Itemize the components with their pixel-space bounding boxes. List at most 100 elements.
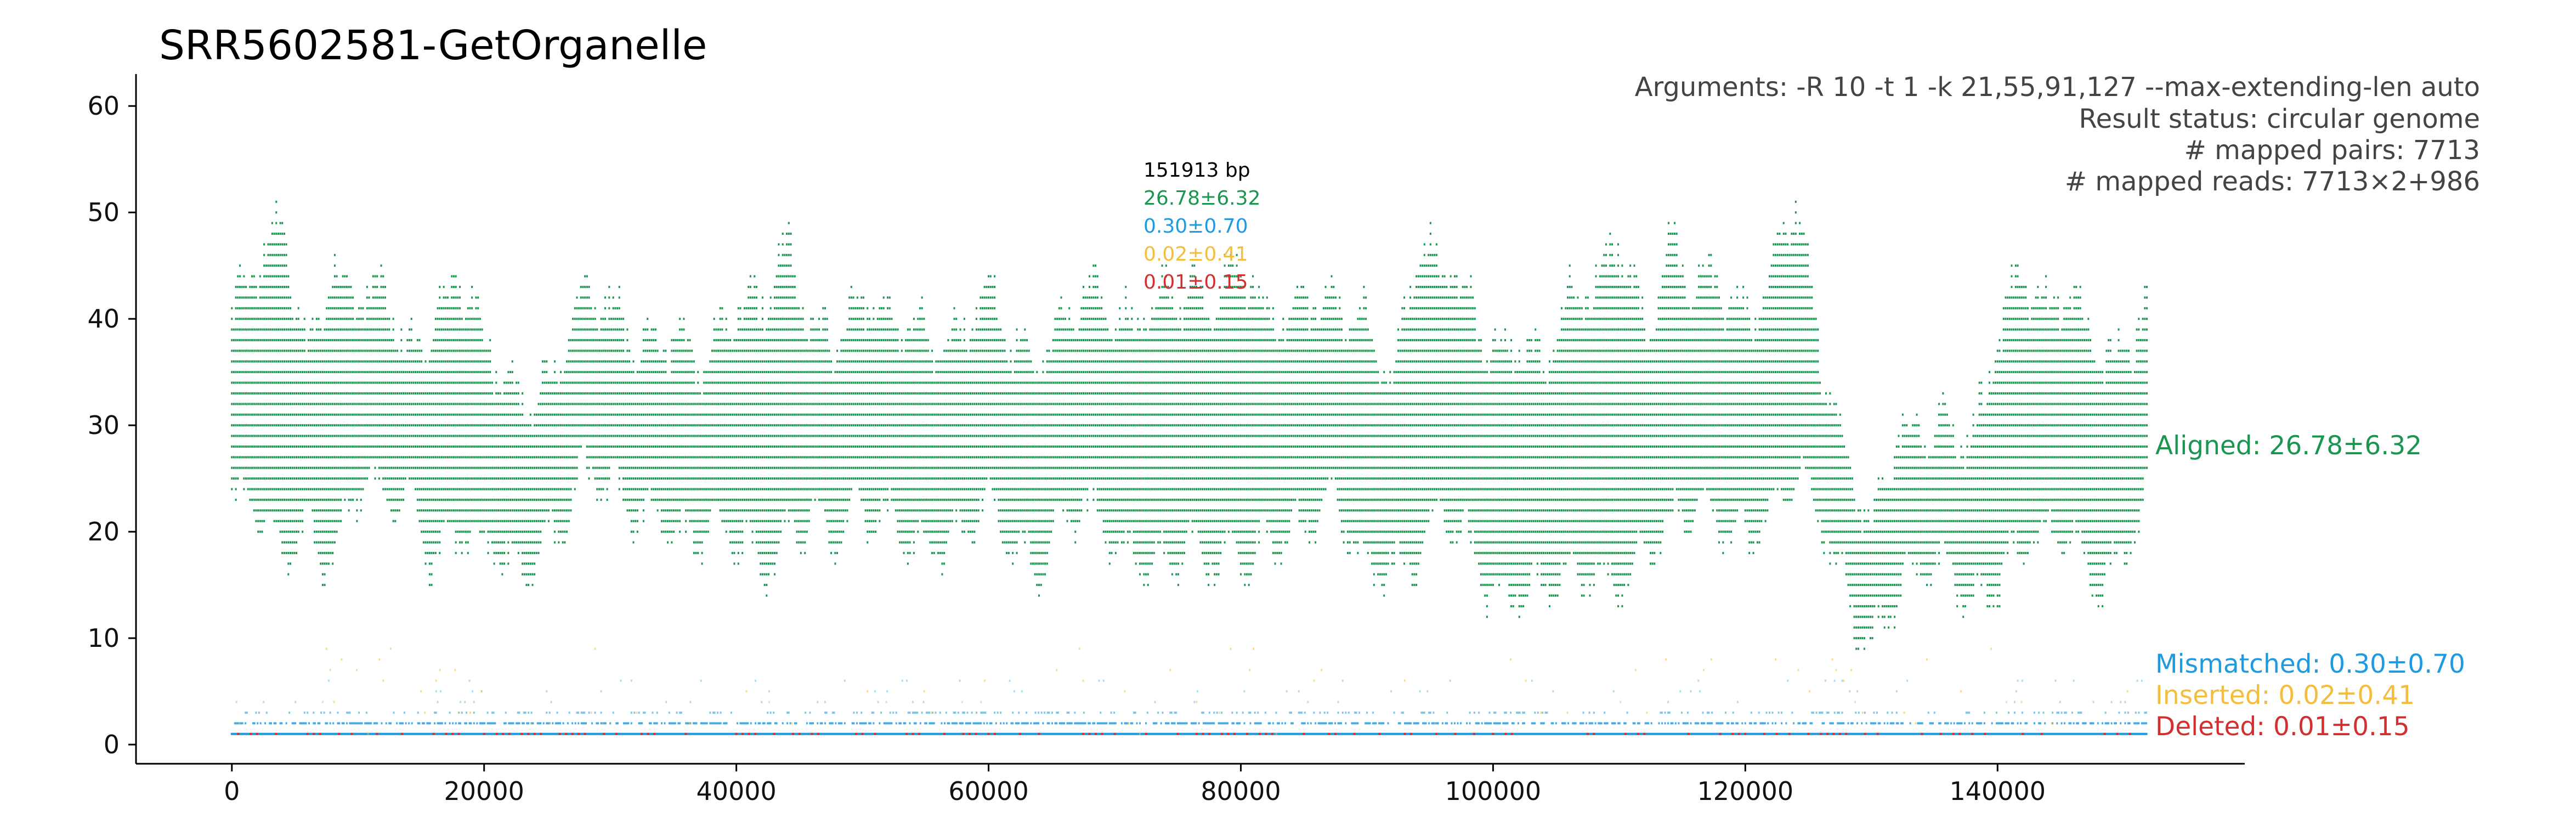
aligned-point bbox=[243, 350, 245, 352]
aligned-point bbox=[279, 253, 281, 256]
aligned-point bbox=[437, 413, 439, 416]
aligned-point bbox=[497, 509, 499, 512]
aligned-point bbox=[364, 328, 366, 331]
aligned-point bbox=[737, 445, 739, 448]
aligned-point bbox=[285, 435, 287, 437]
aligned-point bbox=[327, 562, 330, 565]
aligned-point bbox=[465, 403, 467, 405]
aligned-point bbox=[439, 541, 441, 544]
aligned-point bbox=[327, 466, 330, 469]
aligned-point bbox=[457, 498, 459, 501]
aligned-point bbox=[677, 466, 679, 469]
aligned-point bbox=[630, 531, 632, 533]
aligned-point bbox=[434, 466, 437, 469]
aligned-point bbox=[283, 520, 285, 522]
aligned-point bbox=[314, 488, 316, 491]
aligned-point bbox=[629, 381, 631, 384]
aligned-point bbox=[305, 456, 308, 459]
aligned-point bbox=[380, 307, 382, 309]
aligned-point bbox=[505, 520, 507, 522]
aligned-point bbox=[318, 413, 320, 416]
aligned-point bbox=[327, 520, 330, 522]
aligned-point bbox=[679, 339, 681, 341]
aligned-point bbox=[755, 318, 757, 320]
aligned-point bbox=[269, 371, 271, 374]
aligned-point bbox=[626, 488, 629, 491]
aligned-point bbox=[568, 360, 570, 363]
aligned-point bbox=[497, 424, 499, 427]
aligned-point bbox=[741, 371, 744, 374]
aligned-point bbox=[519, 456, 522, 459]
aligned-point bbox=[303, 477, 305, 480]
aligned-point bbox=[333, 296, 336, 299]
aligned-point bbox=[297, 445, 299, 448]
aligned-point bbox=[523, 456, 525, 459]
aligned-point bbox=[499, 520, 501, 522]
aligned-point bbox=[586, 424, 588, 427]
aligned-point bbox=[245, 456, 247, 459]
aligned-point bbox=[491, 445, 493, 448]
aligned-point bbox=[427, 520, 429, 522]
aligned-point bbox=[403, 445, 405, 448]
aligned-point bbox=[671, 392, 673, 394]
aligned-point bbox=[541, 392, 543, 394]
aligned-point bbox=[427, 477, 429, 480]
aligned-point bbox=[327, 296, 330, 299]
aligned-point bbox=[372, 456, 374, 459]
aligned-point bbox=[644, 360, 647, 363]
aligned-point bbox=[648, 360, 650, 363]
aligned-point bbox=[428, 403, 431, 405]
aligned-point bbox=[741, 392, 744, 394]
aligned-point bbox=[477, 477, 479, 480]
aligned-point bbox=[346, 424, 348, 427]
aligned-point bbox=[519, 435, 522, 437]
aligned-point bbox=[394, 456, 397, 459]
aligned-point bbox=[679, 403, 681, 405]
aligned-point bbox=[285, 328, 287, 331]
aligned-point bbox=[600, 350, 602, 352]
aligned-point bbox=[297, 381, 299, 384]
aligned-point bbox=[465, 360, 467, 363]
aligned-point bbox=[287, 360, 290, 363]
aligned-point bbox=[517, 477, 519, 480]
aligned-point bbox=[396, 435, 398, 437]
aligned-point bbox=[550, 392, 552, 394]
aligned-point bbox=[481, 381, 483, 384]
aligned-point bbox=[477, 435, 479, 437]
aligned-point bbox=[491, 520, 493, 522]
aligned-point bbox=[711, 350, 713, 352]
aligned-point bbox=[709, 403, 711, 405]
aligned-point bbox=[471, 307, 473, 309]
aligned-point bbox=[754, 456, 756, 459]
aligned-point bbox=[326, 562, 328, 565]
aligned-point bbox=[386, 477, 388, 480]
aligned-point bbox=[697, 466, 699, 469]
aligned-point bbox=[695, 488, 697, 491]
aligned-point bbox=[267, 435, 269, 437]
aligned-point bbox=[614, 392, 616, 394]
aligned-point bbox=[499, 541, 501, 544]
aligned-point bbox=[653, 413, 655, 416]
aligned-point bbox=[372, 371, 374, 374]
aligned-point bbox=[409, 466, 411, 469]
aligned-point bbox=[517, 392, 519, 394]
aligned-point bbox=[644, 435, 647, 437]
aligned-point bbox=[431, 360, 433, 363]
aligned-point bbox=[339, 456, 342, 459]
aligned-point bbox=[499, 477, 501, 480]
aligned-point bbox=[235, 350, 237, 352]
aligned-point bbox=[517, 466, 519, 469]
aligned-point bbox=[265, 498, 267, 501]
aligned-point bbox=[434, 424, 437, 427]
aligned-point bbox=[465, 350, 467, 352]
aligned-point bbox=[332, 285, 334, 288]
aligned-point bbox=[479, 424, 481, 427]
aligned-point bbox=[727, 413, 729, 416]
aligned-point bbox=[241, 360, 243, 363]
aligned-point bbox=[350, 360, 352, 363]
aligned-point bbox=[660, 456, 663, 459]
aligned-point bbox=[517, 445, 519, 448]
aligned-point bbox=[667, 424, 669, 427]
aligned-point bbox=[594, 307, 596, 309]
aligned-point bbox=[277, 381, 279, 384]
